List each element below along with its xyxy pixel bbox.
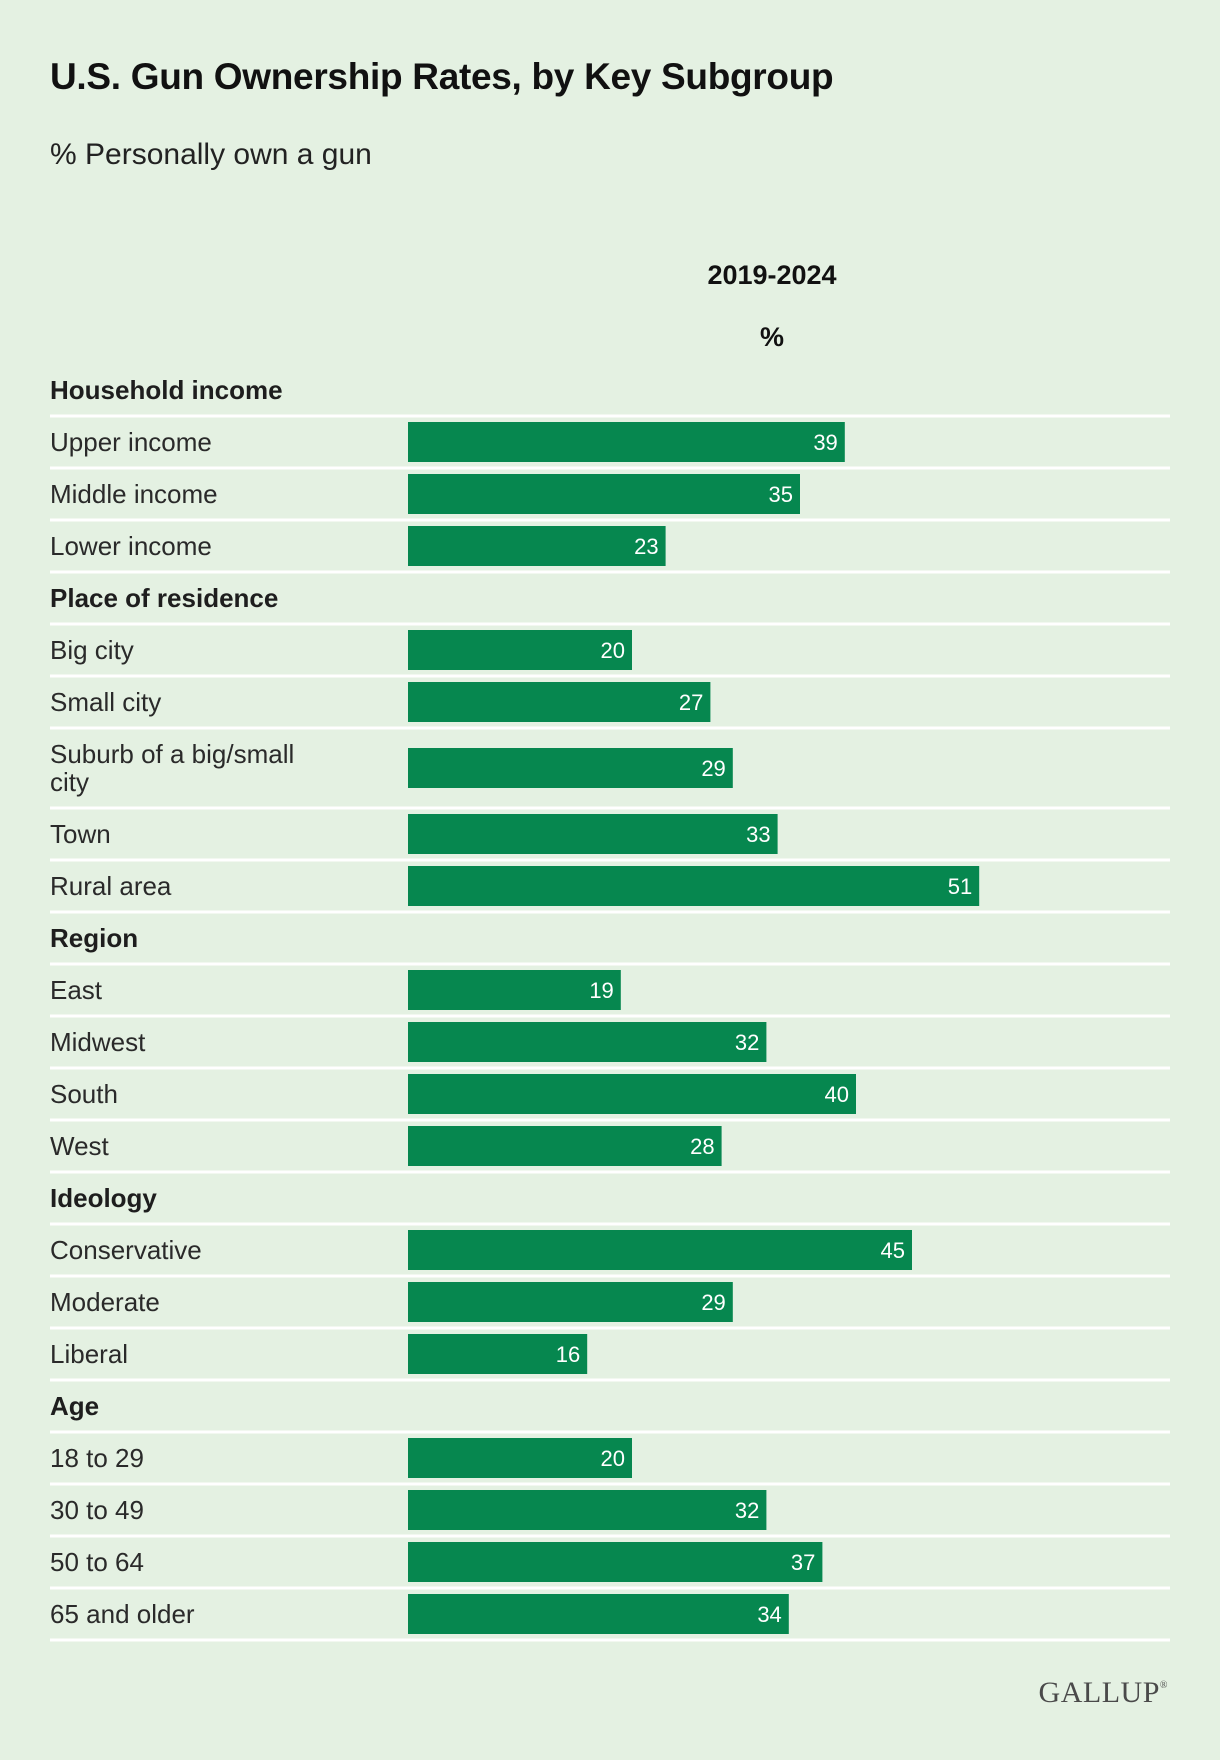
data-label: 27 bbox=[679, 690, 703, 715]
bar bbox=[408, 1490, 767, 1530]
bar bbox=[408, 630, 632, 670]
group-label: Household income bbox=[50, 375, 283, 405]
group-label: Place of residence bbox=[50, 583, 278, 613]
data-label: 16 bbox=[556, 1342, 580, 1367]
column-header-period: 2019-2024 bbox=[707, 260, 837, 290]
data-label: 35 bbox=[769, 482, 793, 507]
category-label: Rural area bbox=[50, 871, 172, 901]
bar bbox=[408, 1542, 823, 1582]
category-label: Middle income bbox=[50, 479, 218, 509]
bar bbox=[408, 526, 666, 566]
bar bbox=[408, 1438, 632, 1478]
bar bbox=[408, 1126, 722, 1166]
bar bbox=[408, 1334, 588, 1374]
bar bbox=[408, 474, 800, 514]
data-label: 37 bbox=[791, 1550, 815, 1575]
bar bbox=[408, 970, 621, 1010]
category-label: Small city bbox=[50, 687, 161, 717]
data-label: 29 bbox=[701, 1290, 725, 1315]
bar bbox=[408, 814, 778, 854]
data-label: 33 bbox=[746, 822, 770, 847]
bar bbox=[408, 748, 733, 788]
gallup-logo: GALLUP® bbox=[1038, 1676, 1168, 1709]
data-label: 34 bbox=[757, 1602, 781, 1627]
category-label: Liberal bbox=[50, 1339, 128, 1369]
category-label-line: Suburb of a big/small bbox=[50, 739, 294, 769]
bar bbox=[408, 1594, 789, 1634]
chart-subtitle: % Personally own a gun bbox=[50, 138, 372, 171]
bar bbox=[408, 1230, 912, 1270]
data-label: 23 bbox=[634, 534, 658, 559]
bar-chart: Household income Upper income 39 Middle inc… bbox=[50, 375, 1170, 1642]
data-label: 45 bbox=[881, 1238, 905, 1263]
category-label: East bbox=[50, 975, 103, 1005]
category-label: Upper income bbox=[50, 427, 212, 457]
group-label: Region bbox=[50, 923, 138, 953]
data-label: 20 bbox=[601, 1446, 625, 1471]
group-label: Age bbox=[50, 1391, 99, 1421]
data-label: 51 bbox=[948, 874, 972, 899]
category-label: West bbox=[50, 1131, 110, 1161]
category-label: Town bbox=[50, 819, 111, 849]
category-label: Big city bbox=[50, 635, 134, 665]
category-label: 18 to 29 bbox=[50, 1443, 144, 1473]
data-label: 39 bbox=[813, 430, 837, 455]
chart-title: U.S. Gun Ownership Rates, by Key Subgrou… bbox=[50, 56, 834, 97]
data-label: 29 bbox=[701, 756, 725, 781]
column-header-unit: % bbox=[759, 322, 784, 352]
bar bbox=[408, 1282, 733, 1322]
data-label: 32 bbox=[735, 1498, 759, 1523]
category-label: Conservative bbox=[50, 1235, 202, 1265]
category-label: South bbox=[50, 1079, 118, 1109]
group-label: Ideology bbox=[50, 1183, 157, 1213]
data-label: 19 bbox=[589, 978, 613, 1003]
data-label: 28 bbox=[690, 1134, 714, 1159]
data-label: 40 bbox=[825, 1082, 849, 1107]
bar bbox=[408, 422, 845, 462]
category-label: 65 and older bbox=[50, 1599, 195, 1629]
gallup-logo-text: GALLUP bbox=[1038, 1676, 1160, 1709]
category-label: Lower income bbox=[50, 531, 212, 561]
category-label: 50 to 64 bbox=[50, 1547, 144, 1577]
bar bbox=[408, 1022, 767, 1062]
bar bbox=[408, 1074, 856, 1114]
category-label-line: city bbox=[50, 767, 89, 797]
data-label: 32 bbox=[735, 1030, 759, 1055]
category-label: Midwest bbox=[50, 1027, 146, 1057]
category-label: 30 to 49 bbox=[50, 1495, 144, 1525]
category-label: Suburb of a big/small city bbox=[50, 739, 294, 797]
data-label: 20 bbox=[601, 638, 625, 663]
bar bbox=[408, 866, 980, 906]
bar bbox=[408, 682, 711, 722]
category-label: Moderate bbox=[50, 1287, 160, 1317]
